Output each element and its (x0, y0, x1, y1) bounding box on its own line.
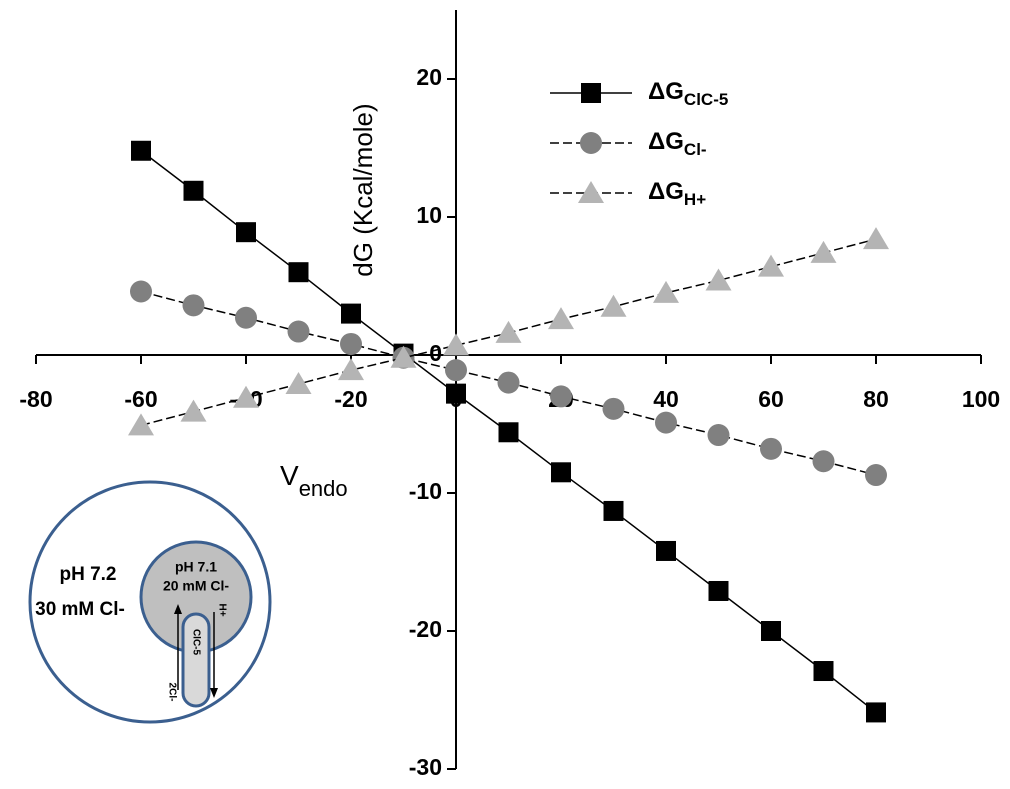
x-tick-label: 40 (653, 386, 679, 412)
marker (655, 411, 677, 434)
marker (761, 621, 781, 641)
marker (708, 580, 729, 601)
marker (236, 222, 256, 243)
marker (443, 333, 469, 356)
arrow-head (174, 604, 182, 614)
marker (760, 437, 782, 460)
marker (288, 262, 309, 283)
marker (235, 306, 257, 329)
legend-label: ΔGClC-5 (648, 78, 728, 109)
x-label-sub: endo (299, 476, 348, 501)
marker (653, 280, 679, 303)
legend-prefix: ΔG (648, 78, 684, 105)
marker (446, 383, 466, 404)
legend-label: ΔGCl- (648, 128, 707, 159)
marker (758, 254, 784, 277)
marker (866, 702, 886, 723)
x-axis-label: Vendo (280, 460, 348, 500)
y-tick-label: -10 (409, 478, 442, 504)
marker (578, 181, 604, 203)
marker (341, 303, 361, 324)
marker (548, 307, 574, 330)
marker (812, 450, 835, 473)
marker (656, 540, 676, 561)
inset-label: 20 mM Cl- (163, 578, 229, 594)
marker (338, 358, 364, 381)
marker (497, 371, 520, 394)
x-tick-label: -60 (124, 386, 157, 412)
marker (600, 294, 627, 317)
legend-prefix: ΔG (648, 128, 684, 155)
marker (233, 385, 259, 408)
marker (580, 132, 602, 154)
legend-name: Cl- (684, 140, 707, 159)
marker (581, 83, 601, 103)
marker (128, 413, 154, 436)
marker (550, 385, 572, 408)
marker (865, 464, 887, 487)
inset-label: pH 7.1 (175, 559, 217, 575)
y-axis-label: dG (Kcal/mole) (348, 103, 378, 276)
x-tick-label: -20 (334, 386, 367, 412)
marker (285, 371, 312, 394)
x-tick-label: 80 (863, 386, 889, 412)
legend-name: H+ (684, 190, 706, 209)
x-label-main: V (280, 460, 299, 491)
inset-label: pH 7.2 (59, 564, 116, 585)
inset-label: H+ (216, 603, 227, 616)
arrow-head (210, 688, 218, 698)
marker (183, 180, 204, 201)
y-tick-label: 20 (416, 64, 442, 90)
marker (390, 345, 417, 368)
marker (863, 227, 889, 250)
marker (495, 320, 522, 343)
y-tick-label: 0 (429, 340, 442, 366)
inset-label: 30 mM Cl- (35, 599, 125, 620)
marker (445, 359, 467, 382)
marker (705, 268, 732, 291)
marker (602, 397, 625, 420)
marker (551, 462, 571, 483)
legend-prefix: ΔG (648, 178, 684, 205)
marker (182, 294, 205, 317)
legend-name: ClC-5 (684, 90, 728, 109)
x-tick-label: 60 (758, 386, 784, 412)
x-tick-label: -80 (19, 386, 52, 412)
transporter-shape (181, 612, 211, 708)
marker (287, 320, 310, 343)
marker (498, 422, 519, 443)
inset-label: 2Cl- (166, 683, 177, 702)
marker (813, 661, 834, 682)
inset-diagram: pH 7.2 30 mM Cl- pH 7.1 20 mM Cl- ClC-5 … (28, 480, 272, 724)
legend-label: ΔGH+ (648, 178, 706, 209)
y-tick-label: -30 (409, 754, 442, 780)
y-tick-label: 10 (416, 202, 442, 228)
marker (340, 332, 362, 355)
marker (180, 399, 207, 422)
marker (603, 500, 624, 521)
marker (131, 140, 151, 161)
marker (707, 424, 730, 447)
x-tick-label: 100 (962, 386, 1000, 412)
inset-label: ClC-5 (190, 629, 201, 656)
y-tick-label: -20 (409, 616, 442, 642)
marker (130, 280, 152, 303)
marker (810, 240, 837, 263)
